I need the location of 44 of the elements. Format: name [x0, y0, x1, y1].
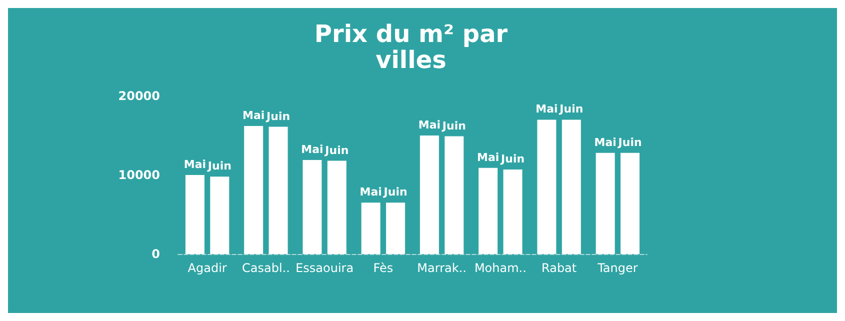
bar: [562, 120, 581, 254]
x-tick-label: Agadir: [188, 261, 227, 275]
text: Mai: [301, 142, 324, 156]
text: Juin: [384, 186, 408, 199]
x-tick-label: Rabat: [542, 261, 577, 275]
bar: [596, 152, 615, 254]
series-label: Mai: [536, 102, 558, 116]
y-tick-label: 20000: [118, 89, 160, 103]
text: Juin: [618, 136, 642, 149]
bar: [268, 126, 288, 254]
text: Mai: [594, 136, 616, 149]
text: Juin: [266, 110, 290, 123]
y-tick-label: 0: [152, 247, 160, 261]
series-label: Juin: [558, 102, 584, 116]
x-tick-label: Essaouira: [296, 261, 354, 275]
text: Juin: [442, 119, 466, 132]
x-tick-label: Fès: [373, 261, 394, 275]
text: Mai: [360, 186, 382, 199]
x-tick-label: Moham..: [474, 261, 526, 275]
bar: [444, 136, 464, 254]
text: Juin: [325, 144, 349, 157]
bar: [302, 160, 322, 254]
bar: [185, 175, 204, 254]
x-tick-label: Casabl..: [242, 261, 290, 275]
text: Mai: [477, 150, 500, 164]
text: Juin: [208, 160, 232, 173]
bar: [386, 202, 406, 254]
bar: [537, 120, 556, 254]
text: Mai: [418, 118, 441, 132]
text: Juin: [501, 152, 525, 166]
bar: [420, 136, 439, 254]
x-tick-label: Tanger: [596, 261, 638, 275]
chart-title: Prix du m² par villes: [314, 20, 508, 74]
bar: [620, 152, 640, 254]
text: Mai: [242, 109, 265, 122]
text: Mai: [184, 158, 206, 171]
bar: [244, 126, 264, 254]
bar: [327, 160, 346, 254]
bar: [503, 169, 522, 254]
x-tick-label: Marrak..: [417, 261, 466, 275]
bar: [210, 176, 230, 254]
bar: [361, 202, 380, 254]
y-tick-label: 10000: [118, 168, 160, 182]
bar: [478, 168, 498, 254]
